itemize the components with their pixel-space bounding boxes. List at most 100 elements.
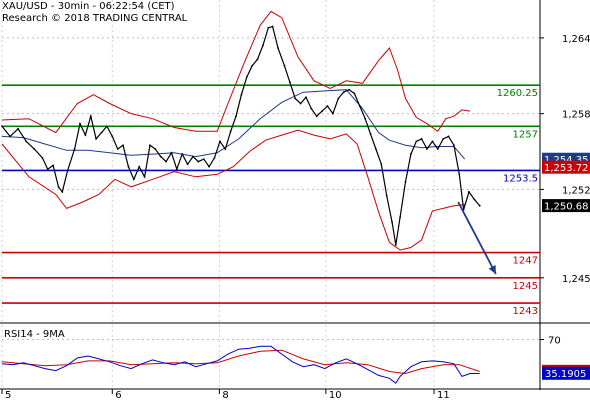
- price-point: [342, 91, 345, 94]
- price-point: [326, 105, 329, 107]
- price-point: [213, 156, 216, 159]
- date-axis-tick-label: 8: [222, 390, 228, 400]
- price-value-marker: [542, 199, 590, 213]
- price-point: [436, 148, 439, 150]
- price-point: [52, 164, 55, 167]
- price-point: [89, 115, 92, 118]
- price-point: [17, 127, 20, 130]
- price-point: [267, 26, 270, 29]
- price-point: [391, 221, 393, 224]
- price-point: [192, 155, 194, 158]
- price-point: [262, 44, 264, 47]
- price-point: [337, 97, 340, 100]
- price-point: [165, 160, 167, 163]
- price-point: [61, 191, 64, 193]
- price-point: [375, 148, 377, 150]
- price-value-marker: [542, 160, 590, 174]
- price-point: [288, 81, 291, 83]
- price-point: [305, 96, 307, 99]
- copyright-notice: Research © 2018 TRADING CENTRAL: [2, 13, 188, 24]
- price-point: [41, 156, 44, 159]
- rsi-line: [1, 345, 480, 384]
- price-point: [453, 144, 455, 147]
- price-point: [404, 180, 407, 183]
- moving-average-line: [1, 89, 466, 160]
- date-axis-tick-label: 5: [5, 390, 11, 400]
- price-point: [57, 185, 60, 188]
- price-point: [138, 165, 141, 168]
- price-point: [468, 191, 470, 193]
- price-axis-tick-label: 1,258: [562, 110, 590, 121]
- price-point: [299, 102, 302, 105]
- price-point: [283, 64, 286, 67]
- price-point: [442, 138, 445, 140]
- price-point: [175, 168, 178, 171]
- price-value-marker-label: 1,250.68: [544, 202, 589, 213]
- price-point: [79, 122, 81, 125]
- rsi-value-marker-label: 35.1905: [545, 369, 586, 380]
- date-axis-tick-label: 10: [329, 390, 342, 400]
- price-point: [251, 64, 254, 67]
- price-point: [159, 155, 162, 158]
- level-label-pivot: 1253.5: [503, 173, 538, 184]
- price-point: [127, 165, 130, 168]
- price-point: [95, 138, 98, 140]
- price-point: [415, 140, 418, 143]
- price-point: [106, 125, 108, 128]
- price-point: [100, 131, 103, 134]
- price-axis-tick-label: 1,245: [562, 274, 590, 285]
- price-point: [170, 151, 173, 154]
- level-label-support: 1243: [513, 306, 538, 317]
- price-point: [66, 169, 69, 172]
- price-point: [409, 153, 412, 155]
- price-point: [394, 244, 397, 246]
- price-point: [277, 47, 279, 49]
- price-point: [181, 153, 184, 155]
- price-point: [116, 148, 119, 150]
- price-point: [197, 160, 200, 163]
- price-point: [364, 117, 367, 120]
- price-point: [149, 144, 151, 147]
- price-point: [208, 165, 211, 168]
- price-point: [1, 125, 3, 128]
- forecast-arrow-line: [457, 201, 497, 275]
- price-point: [245, 76, 248, 78]
- price-point: [84, 134, 87, 137]
- price-point: [447, 135, 450, 138]
- level-label-resistance: 1260.25: [497, 88, 538, 99]
- price-point: [46, 168, 49, 171]
- price-point: [73, 148, 76, 150]
- price-point: [315, 115, 318, 118]
- price-axis-tick-label: 1,252: [562, 185, 590, 196]
- price-point: [310, 107, 313, 110]
- price-point: [331, 112, 334, 115]
- price-point: [229, 130, 232, 133]
- price-point: [202, 158, 205, 161]
- price-point: [218, 140, 221, 143]
- price-point: [122, 144, 124, 147]
- rsi-axis-tick-label: 70: [548, 336, 561, 347]
- level-label-resistance: 1257: [513, 129, 538, 140]
- chart-symbol-title: XAU/USD - 30min - 06:22:54 (CET): [2, 1, 175, 12]
- price-point: [271, 25, 274, 28]
- level-label-support: 1245: [513, 281, 538, 292]
- level-label-support: 1247: [513, 256, 538, 267]
- price-point: [385, 194, 388, 197]
- price-point: [154, 148, 157, 150]
- price-point: [458, 173, 461, 176]
- rsi-ma-line: [1, 349, 480, 375]
- price-point: [143, 175, 146, 178]
- price-point: [478, 204, 481, 207]
- price-point: [224, 148, 227, 150]
- price-point: [399, 216, 402, 219]
- price-point: [321, 110, 324, 113]
- rsi-panel-title: RSI14 - 9MA: [4, 329, 65, 340]
- price-point: [380, 163, 383, 166]
- price-point: [348, 88, 350, 91]
- price-axis-tick-label: 1,264: [562, 34, 590, 45]
- price-value-marker-label: 1,253.72: [544, 163, 589, 174]
- price-point: [358, 105, 361, 107]
- date-axis-tick-label: 6: [115, 390, 121, 400]
- bollinger-lower-line: [1, 129, 465, 251]
